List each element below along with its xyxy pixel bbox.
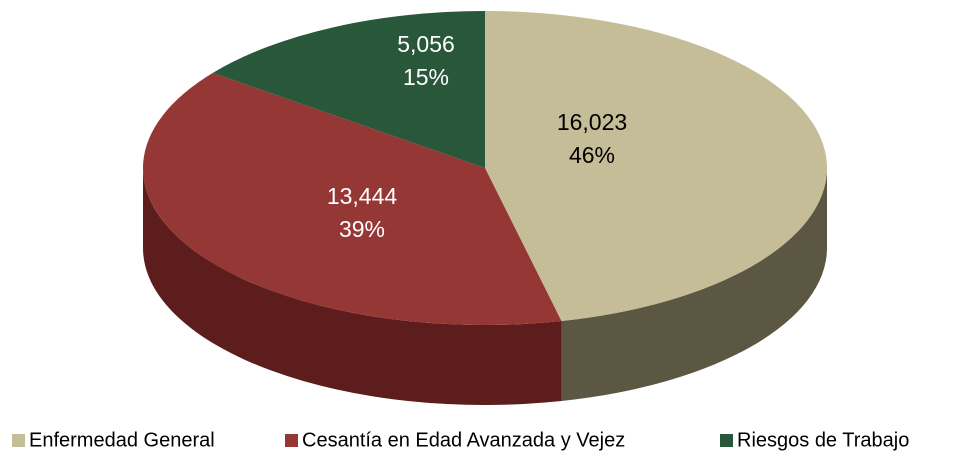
- pie-side: [143, 168, 562, 405]
- pie-slice: [143, 72, 562, 325]
- legend-label: Enfermedad General: [29, 429, 215, 451]
- percentage-label: 15%: [403, 64, 449, 90]
- value-label: 13,444: [327, 183, 398, 209]
- legend-label: Cesantía en Edad Avanzada y Vejez: [302, 429, 625, 451]
- pie-slice: [212, 11, 485, 168]
- pie-side: [561, 168, 827, 402]
- legend-label: Riesgos de Trabajo: [737, 429, 909, 451]
- legend-swatch: [720, 434, 733, 447]
- value-label: 16,023: [557, 109, 627, 135]
- legend-swatch: [285, 434, 298, 447]
- legend-swatch: [12, 434, 25, 447]
- percentage-label: 46%: [569, 142, 615, 168]
- pie-slice: [485, 11, 827, 322]
- value-label: 5,056: [397, 31, 455, 57]
- percentage-label: 39%: [339, 216, 385, 242]
